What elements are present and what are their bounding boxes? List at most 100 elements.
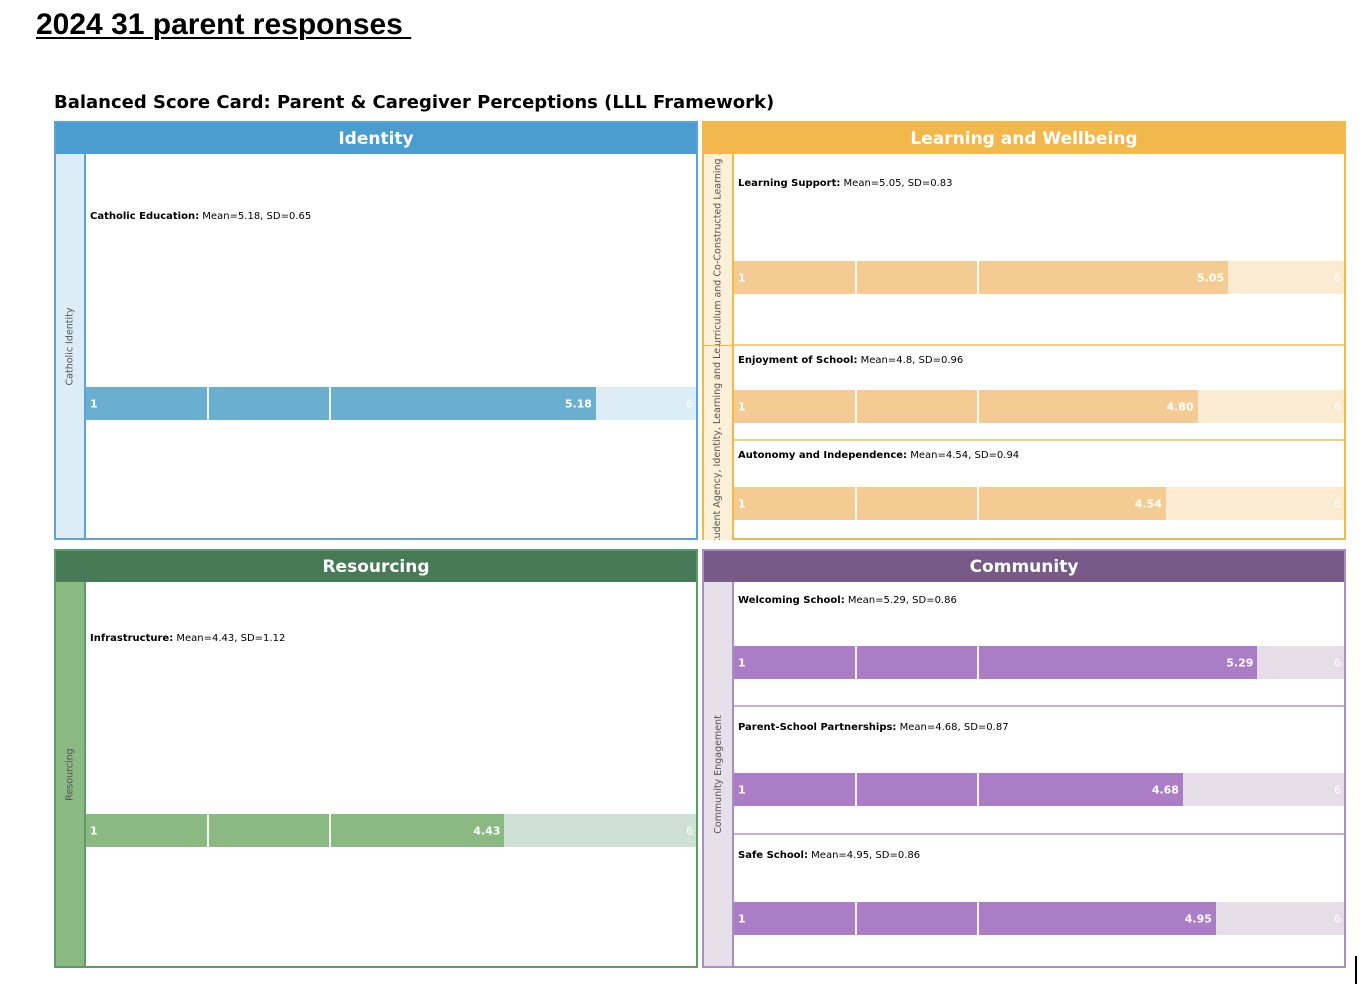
bar-fill [734, 487, 1166, 520]
bar-max-label: 6 [1334, 656, 1341, 669]
group-label: Curriculum and Co-Constructed Learning .… [712, 154, 724, 345]
score-bar: 1 6 4.80 [734, 390, 1344, 423]
metric-label: Infrastructure: Mean=4.43, SD=1.12 [90, 633, 285, 644]
bar-value-label: 5.05 [1196, 271, 1225, 284]
bar-min-label: 1 [738, 400, 746, 413]
bar-tick [977, 773, 979, 806]
panel-content: Learning Support: Mean=5.05, SD=0.83 1 6 5.… [734, 154, 1344, 538]
metric-name: Welcoming School: [738, 595, 845, 606]
bar-min-label: 1 [738, 912, 746, 925]
group-strip: Community Engagement [704, 582, 734, 966]
bar-max-label: 6 [1334, 400, 1341, 413]
page-heading: 2024 31 parent responses [36, 8, 412, 41]
panel-header: Identity [56, 123, 696, 154]
bar-tick [855, 261, 857, 294]
bar-max-label: 6 [686, 824, 693, 837]
score-bar: 1 6 4.54 [734, 487, 1344, 520]
card-title: Balanced Score Card: Parent & Caregiver … [54, 92, 775, 113]
bar-min-label: 1 [738, 783, 746, 796]
panel-content: Welcoming School: Mean=5.29, SD=0.86 1 6 5.… [734, 582, 1344, 966]
group-label: Resourcing [64, 747, 76, 801]
bar-fill [734, 902, 1216, 935]
metric-divider [734, 439, 1344, 441]
bar-min-label: 1 [738, 497, 746, 510]
metric-name: Enjoyment of School: [738, 355, 858, 366]
bar-tick [207, 814, 209, 847]
bar-tick [977, 487, 979, 520]
metric-stats: Mean=5.05, SD=0.83 [840, 178, 953, 189]
bar-max-label: 6 [686, 397, 693, 410]
panel-identity: Identity Catholic Identity Catholic Educat… [54, 121, 698, 540]
panel-resourcing: Resourcing Resourcing Infrastructure: Mean… [54, 549, 698, 968]
bar-tick [855, 902, 857, 935]
bar-tick [977, 646, 979, 679]
bar-fill [86, 814, 505, 847]
bar-value-label: 5.29 [1226, 656, 1254, 669]
group-strip: Resourcing [56, 582, 86, 966]
bar-min-label: 1 [90, 397, 98, 410]
panel-header: Resourcing [56, 551, 696, 582]
bar-tick [855, 773, 857, 806]
metric-divider [734, 833, 1344, 835]
bar-value-label: 5.18 [564, 397, 592, 410]
metric-label: Safe School: Mean=4.95, SD=0.86 [738, 850, 920, 861]
bar-fill [734, 773, 1183, 806]
group-strip: Student Agency, Identity, Learning and L… [704, 345, 734, 540]
metric-name: Learning Support: [738, 178, 841, 189]
bar-tick [977, 390, 979, 423]
panel-learning-and-wellbeing: Learning and Wellbeing Curriculum and Co-… [702, 121, 1346, 540]
metric-name: Parent-School Partnerships: [738, 722, 897, 733]
bar-min-label: 1 [738, 271, 746, 284]
group-label: Student Agency, Identity, Learning and L… [712, 345, 724, 540]
metric-name: Infrastructure: [90, 633, 174, 644]
metric-stats: Mean=5.18, SD=0.65 [199, 211, 312, 222]
bar-max-label: 6 [1334, 497, 1341, 510]
bar-tick [855, 390, 857, 423]
bar-value-label: 4.43 [473, 824, 501, 837]
group-strip: Curriculum and Co-Constructed Learning .… [704, 154, 734, 345]
metric-divider [734, 705, 1344, 707]
metric-label: Autonomy and Independence: Mean=4.54, SD… [738, 450, 1019, 461]
panel-content: Catholic Education: Mean=5.18, SD=0.65 1 6… [86, 154, 696, 538]
panel-community: Community Community Engagement Welcoming S… [702, 549, 1346, 968]
panel-header: Learning and Wellbeing [704, 123, 1344, 154]
bar-value-label: 4.54 [1134, 497, 1162, 510]
metric-label: Learning Support: Mean=5.05, SD=0.83 [738, 178, 952, 189]
metric-label: Parent-School Partnerships: Mean=4.68, S… [738, 722, 1009, 733]
score-bar: 1 6 4.95 [734, 902, 1344, 935]
bar-min-label: 1 [738, 656, 746, 669]
score-bar: 1 6 4.43 [86, 814, 696, 847]
metric-label: Welcoming School: Mean=5.29, SD=0.86 [738, 595, 957, 606]
group-label: Catholic Identity [64, 307, 76, 385]
score-bar: 1 6 5.18 [86, 387, 696, 420]
group-strip: Catholic Identity [56, 154, 86, 538]
metric-name: Catholic Education: [90, 211, 200, 222]
bar-max-label: 6 [1334, 271, 1341, 284]
panel-content: Infrastructure: Mean=4.43, SD=1.12 1 6 4.43 [86, 582, 696, 966]
metric-stats: Mean=4.43, SD=1.12 [173, 633, 286, 644]
bar-min-label: 1 [90, 824, 98, 837]
bar-value-label: 4.95 [1184, 912, 1212, 925]
bar-tick [977, 261, 979, 294]
metric-stats: Mean=4.54, SD=0.94 [907, 450, 1020, 461]
score-bar: 1 6 5.05 [734, 261, 1344, 294]
bar-max-label: 6 [1334, 912, 1341, 925]
metric-stats: Mean=4.68, SD=0.87 [896, 722, 1009, 733]
metric-stats: Mean=5.29, SD=0.86 [844, 595, 957, 606]
bar-fill [734, 646, 1258, 679]
metric-name: Autonomy and Independence: [738, 450, 908, 461]
group-label: Community Engagement [712, 714, 724, 834]
page-edge-mark [1355, 956, 1357, 984]
bar-value-label: 4.80 [1166, 400, 1194, 413]
bar-tick [207, 387, 209, 420]
bar-fill [86, 387, 596, 420]
bar-fill [734, 261, 1229, 294]
score-bar: 1 6 4.68 [734, 773, 1344, 806]
metric-name: Safe School: [738, 850, 808, 861]
bar-tick [329, 387, 331, 420]
metric-stats: Mean=4.8, SD=0.96 [857, 355, 964, 366]
bar-tick [855, 487, 857, 520]
score-bar: 1 6 5.29 [734, 646, 1344, 679]
bar-value-label: 4.68 [1151, 783, 1179, 796]
bar-tick [855, 646, 857, 679]
